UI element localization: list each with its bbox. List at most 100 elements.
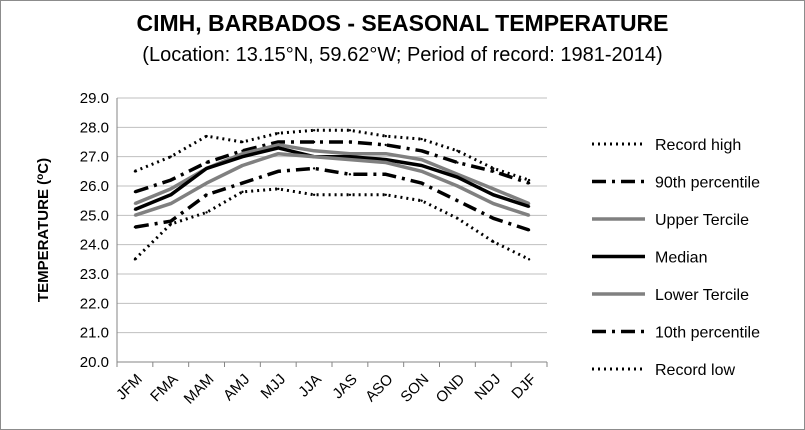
data-point: [241, 155, 244, 158]
x-tick-label: AMJ: [220, 371, 253, 404]
x-tick-label: OND: [433, 371, 469, 407]
y-tick-label: 23.0: [80, 266, 109, 283]
data-point: [169, 202, 172, 205]
data-point: [492, 217, 495, 220]
axes: 20.0 21.0 22.0 23.0 24.0 25.0 26.0 27.0 28.0 29.0…: [80, 90, 548, 408]
y-tick-label: 26.0: [80, 178, 109, 195]
data-point: [420, 199, 423, 202]
data-point: [348, 155, 352, 158]
data-point: [348, 193, 352, 196]
x-tick-label: MAM: [181, 371, 218, 408]
data-point: [205, 167, 208, 170]
data-point: [348, 140, 352, 144]
legend: Record high 90th percentile Upper Tercile M…: [592, 137, 760, 379]
data-point: [420, 149, 423, 152]
data-point: [241, 152, 244, 155]
chart-subtitle: (Location: 13.15°N, 59.62°W; Period of r…: [142, 44, 663, 66]
y-tick-label: 29.0: [80, 90, 109, 107]
data-point: [205, 193, 208, 196]
data-point: [492, 240, 495, 243]
data-point: [456, 217, 459, 220]
data-point: [348, 129, 352, 132]
data-point: [492, 202, 495, 205]
legend-label: 90th percentile: [655, 175, 760, 192]
data-point: [241, 181, 244, 185]
data-point: [384, 152, 387, 155]
x-tick-label: JJA: [295, 371, 325, 401]
data-point: [456, 176, 459, 179]
data-point: [384, 173, 387, 176]
data-point: [133, 258, 137, 261]
data-point: [169, 222, 172, 226]
y-tick-label: 22.0: [80, 295, 109, 312]
data-point: [492, 193, 495, 196]
chart-title: CIMH, BARBADOS - SEASONAL TEMPERATURE: [136, 10, 669, 36]
legend-label: Record low: [655, 362, 735, 379]
data-point: [169, 187, 172, 191]
x-tick-label: ASO: [362, 371, 396, 405]
data-point: [133, 170, 137, 173]
data-point: [492, 170, 495, 173]
data-point: [241, 140, 244, 144]
y-tick-label: 25.0: [80, 207, 109, 224]
data-point: [384, 193, 387, 196]
data-point: [169, 178, 172, 182]
y-tick-label: 24.0: [80, 237, 109, 254]
data-point: [492, 167, 495, 170]
series-line-90th-percentile: [134, 140, 530, 194]
data-point: [133, 225, 137, 229]
x-tick-label: SON: [397, 371, 432, 406]
data-point: [277, 146, 280, 150]
data-point: [277, 132, 280, 135]
data-point: [348, 158, 352, 161]
x-tick-label: JFM: [113, 371, 146, 404]
data-point: [312, 167, 316, 170]
data-point: [384, 134, 387, 138]
data-point: [205, 181, 208, 185]
series-line-10th-percentile: [134, 166, 530, 232]
data-point: [348, 152, 352, 155]
series-lines: [133, 128, 531, 261]
y-tick-label: 21.0: [80, 325, 109, 342]
data-point: [527, 258, 531, 261]
data-point: [277, 170, 280, 173]
legend-label: Median: [655, 250, 707, 267]
data-point: [527, 202, 531, 205]
data-point: [420, 164, 423, 167]
data-point: [169, 193, 172, 196]
data-point: [133, 190, 137, 194]
data-point: [133, 214, 137, 217]
data-point: [527, 181, 531, 185]
data-point: [384, 143, 387, 147]
data-point: [492, 187, 495, 191]
series-line-upper-tercile: [134, 143, 530, 206]
data-point: [241, 164, 244, 167]
data-point: [205, 134, 208, 138]
data-point: [527, 228, 531, 232]
data-point: [456, 173, 459, 176]
data-point: [277, 140, 280, 144]
x-tick-label: NDJ: [471, 371, 504, 404]
data-point: [420, 181, 423, 185]
data-point: [205, 211, 208, 214]
data-point: [348, 173, 352, 176]
y-tick-label: 28.0: [80, 119, 109, 136]
gridlines: [117, 97, 547, 334]
data-point: [277, 187, 280, 191]
data-point: [312, 193, 316, 196]
y-axis-label: TEMPERATURE (oC): [35, 158, 53, 302]
data-point: [312, 129, 316, 132]
data-point: [312, 155, 316, 158]
x-tick-label: MJJ: [258, 371, 289, 402]
legend-label: Lower Tercile: [655, 287, 749, 304]
data-point: [420, 170, 423, 173]
data-point: [312, 149, 316, 152]
legend-label: 10th percentile: [655, 325, 760, 342]
data-point: [456, 161, 459, 164]
data-point: [241, 190, 244, 194]
data-point: [241, 149, 244, 152]
data-point: [169, 220, 172, 223]
data-point: [133, 202, 137, 205]
data-point: [169, 155, 172, 158]
